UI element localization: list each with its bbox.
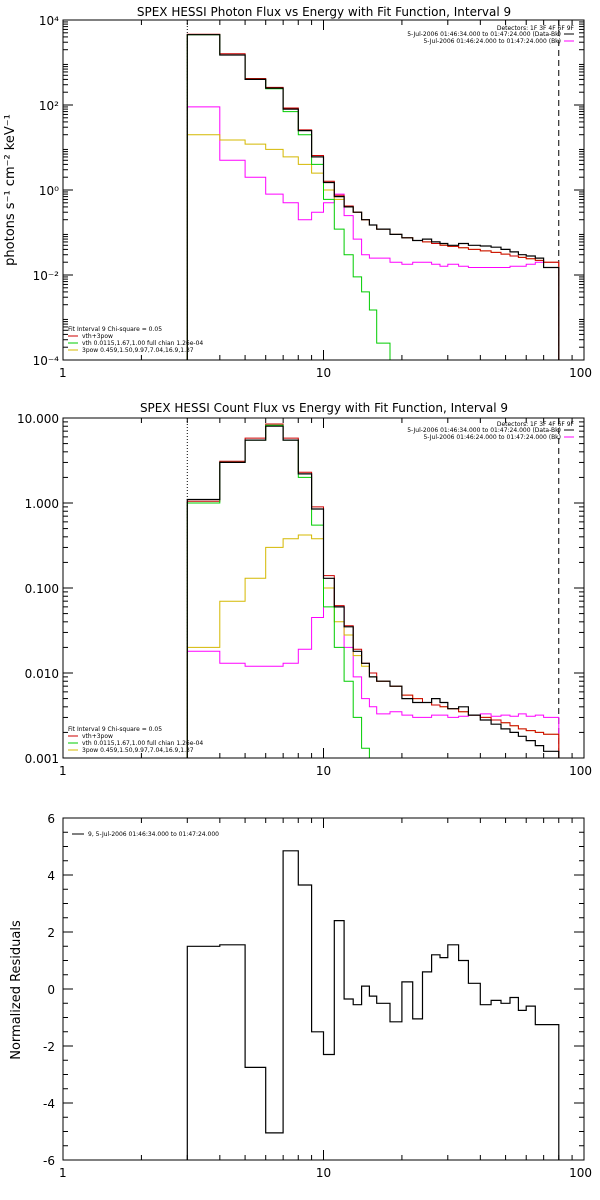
y-tick-label: 2 [47,926,55,940]
x-tick-label: 10 [316,1166,331,1180]
x-tick-label: 10 [316,764,331,778]
legend-entry: 3pow 0.459,1.50,9.97,7.04,16.9,1.37 [82,747,194,754]
series-data-line [186,850,560,1160]
legend-entry: 5-Jul-2006 01:46:24.000 to 01:47:24.000 … [423,38,561,45]
y-tick-label: 10⁴ [39,14,59,28]
photon-flux-panel: SPEX HESSI Photon Flux vs Energy with Fi… [3,5,592,380]
y-tick-label: 10² [39,99,59,113]
x-tick-label: 100 [569,1166,592,1180]
y-tick-label: -6 [43,1154,55,1168]
x-tick-label: 10 [316,366,331,380]
legend-entry: vth+3pow [82,333,113,340]
y-tick-label: 10⁻² [33,269,60,283]
legend-entry: vth 0.0115,1.67,1.00 full chian 1.26e-04 [82,740,203,747]
y-tick-label: 1.000 [25,497,59,511]
legend-entry: Fit Interval 9 Chi-square = 0.05 [68,326,162,333]
legend-entry: 9, 5-Jul-2006 01:46:34.000 to 01:47:24.0… [88,831,219,838]
legend-entry: 5-Jul-2006 01:46:24.000 to 01:47:24.000 … [423,434,561,441]
y-tick-label: 0 [47,983,55,997]
y-tick-label: 10.000 [17,412,59,426]
y-tick-label: 0.100 [25,582,59,596]
legend-entry: Fit Interval 9 Chi-square = 0.05 [68,726,162,733]
x-tick-label: 1 [59,1166,67,1180]
photon-flux-title: SPEX HESSI Photon Flux vs Energy with Fi… [137,5,511,19]
legend-entry: 3pow 0.459,1.50,9.97,7.04,16.9,1.37 [82,347,194,354]
legend-entry: 5-Jul-2006 01:46:34.000 to 01:47:24.000 … [407,31,561,38]
x-tick-label: 1 [59,366,67,380]
y-tick-label: 10⁰ [39,184,59,198]
legend-entry: vth 0.0115,1.67,1.00 full chian 1.26e-04 [82,340,203,347]
count-flux-plot-layer: 1 10 100 0.001 0.010 0.100 1.000 10.000 5-Jul-20… [17,412,592,778]
y-tick-label: -4 [43,1097,55,1111]
residuals-y-axis-label: Normalized Residuals [9,920,24,1060]
count-flux-panel: SPEX HESSI Count Flux vs Energy with Fit… [17,401,592,778]
series-data-line [186,34,560,360]
y-tick-label: 0.001 [25,752,59,766]
legend-entry: vth+3pow [82,733,113,740]
series-data-line [186,425,560,758]
residuals-panel: Normalized Residuals 1 10 100 -6 -4 -2 0 2 4 6 9, … [9,812,592,1180]
y-tick-label: 6 [47,812,55,826]
x-tick-label: 100 [569,366,592,380]
legend-entry: 5-Jul-2006 01:46:34.000 to 01:47:24.000 … [407,427,561,434]
photon-flux-y-axis-label: photons s⁻¹ cm⁻² keV⁻¹ [3,114,18,266]
series-background-line [186,106,560,360]
count-flux-title: SPEX HESSI Count Flux vs Energy with Fit… [140,401,508,415]
series-background-line [186,587,560,758]
x-tick-label: 100 [569,764,592,778]
photon-flux-frame [62,19,585,361]
y-tick-label: -2 [43,1040,55,1054]
photon-flux-detectors-label: Detectors: 1F 3F 4F 6F 9F [497,25,575,32]
residuals-frame [62,817,585,1161]
y-tick-label: 0.010 [25,667,59,681]
count-flux-detectors-label: Detectors: 1F 3F 4F 6F 9F [497,421,575,428]
x-tick-label: 1 [59,764,67,778]
residuals-plot-layer: 1 10 100 -6 -4 -2 0 2 4 6 9, 5-Jul-2006 01:46:34.0… [43,812,592,1180]
y-tick-label: 4 [47,869,55,883]
y-tick-label: 10⁻⁴ [33,354,60,368]
count-flux-frame [62,417,585,759]
photon-flux-plot-layer: 1 10 100 10⁻⁴ 10⁻² 10⁰ 10² 10⁴ 5-Jul-2006 01:46:… [33,14,592,380]
